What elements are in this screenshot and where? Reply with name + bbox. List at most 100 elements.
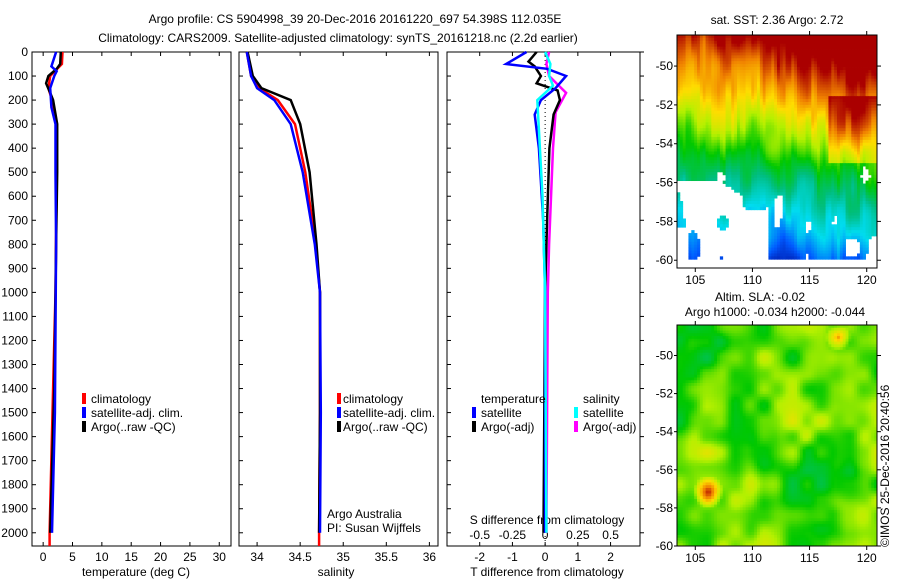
sst-map-cell <box>711 93 715 97</box>
sst-map-cell <box>699 84 704 88</box>
sst-map-cell <box>831 119 835 123</box>
sla-map-cell <box>871 325 875 329</box>
sst-map-cell <box>714 145 718 149</box>
sst-map-cell <box>714 122 718 126</box>
sst-map-cell <box>874 203 878 208</box>
sst-map-cell <box>839 90 844 94</box>
sst-map-cell <box>705 113 709 117</box>
sst-map-cell <box>848 221 852 225</box>
sst-map-cell <box>865 104 869 109</box>
sst-map-cell <box>785 145 789 149</box>
sst-map-cell <box>868 215 872 219</box>
sst-map-cell <box>814 221 818 225</box>
sst-map-cell <box>717 128 721 132</box>
sst-map-cell <box>851 218 855 222</box>
sst-map-cell <box>757 203 761 208</box>
sst-map-cell <box>825 116 829 120</box>
sst-map-cell <box>745 61 749 65</box>
sst-map-cell <box>839 177 844 182</box>
sst-map-cell <box>814 134 818 138</box>
sst-map-cell <box>705 96 709 100</box>
sst-map-cell <box>742 125 746 129</box>
sst-map-cell <box>837 250 841 254</box>
sst-map-cell <box>725 101 729 106</box>
sst-map-cell <box>768 142 772 147</box>
sst-map-cell <box>702 87 706 91</box>
sst-map-cell <box>859 160 864 164</box>
sst-map-cell <box>688 171 692 176</box>
sst-map-cell <box>802 67 806 71</box>
sst-map-cell <box>677 218 681 222</box>
sst-map-cell <box>814 171 818 176</box>
sst-map-cell <box>734 90 738 94</box>
sst-map-cell <box>688 72 692 77</box>
sst-map-cell <box>828 43 832 48</box>
sla-map-cell <box>714 325 718 329</box>
sst-map-cell <box>725 116 729 120</box>
sst-map-cell <box>771 131 775 135</box>
sst-map-cell <box>677 166 681 170</box>
sst-map-cell <box>728 90 732 94</box>
sst-map-cell <box>828 253 832 257</box>
sst-map-cell <box>848 75 852 80</box>
sst-map-cell <box>699 75 704 80</box>
sst-map-cell <box>848 52 852 56</box>
tdiff-argo-line <box>526 51 562 533</box>
sst-map-cell <box>782 163 786 167</box>
sst-map-cell <box>725 174 729 179</box>
sst-map-cell <box>759 168 764 173</box>
sst-map-cell <box>802 90 806 94</box>
sst-map-cell <box>819 247 824 251</box>
sst-map-cell <box>814 244 818 249</box>
sst-map-cell <box>785 218 789 222</box>
sst-map-cell <box>842 52 846 56</box>
sst-map-cell <box>839 198 844 202</box>
sla-map-cell <box>702 330 706 334</box>
sst-map-cell <box>688 78 692 82</box>
sst-map-cell <box>788 72 792 77</box>
sst-map-cell <box>859 227 864 231</box>
sst-map-cell <box>788 253 792 257</box>
sst-map-cell <box>725 40 729 45</box>
sst-map-cell <box>859 230 864 234</box>
sst-map-cell <box>731 61 735 65</box>
sst-map-cell <box>751 35 755 39</box>
sst-map-cell <box>794 212 798 216</box>
sst-map-cell <box>825 139 829 144</box>
sst-map-cell <box>685 166 689 170</box>
sst-map-cell <box>782 250 786 254</box>
sst-map-cell <box>751 69 755 74</box>
sst-map-cell <box>817 93 821 97</box>
sst-map-cell <box>845 84 849 88</box>
sst-map-cell <box>851 154 855 158</box>
sst-map-cell <box>822 55 826 59</box>
sst-map-cell <box>768 154 772 158</box>
sst-map-cell <box>711 107 715 112</box>
sst-map-cell <box>765 67 769 71</box>
depth-tick-label: 200 <box>8 93 28 107</box>
sst-map-cell <box>814 43 818 48</box>
sst-map-cell <box>865 46 869 50</box>
sst-map-cell <box>868 49 872 53</box>
sst-map-cell <box>785 134 789 138</box>
sst-map-cell <box>808 49 812 53</box>
sst-map-cell <box>745 75 749 80</box>
sst-map-cell <box>799 233 804 237</box>
sst-map-cell <box>694 145 698 149</box>
sst-map-cell <box>811 69 815 74</box>
sla-map-cell <box>771 330 775 334</box>
sst-map-cell <box>785 235 789 240</box>
sst-map-cell <box>862 201 866 205</box>
sst-map-cell <box>808 198 812 202</box>
sst-map-cell <box>694 134 698 138</box>
sst-map-cell <box>739 101 744 106</box>
sst-map-cell <box>699 134 704 138</box>
sst-map-cell <box>742 177 746 182</box>
sst-map-cell <box>768 139 772 144</box>
sst-map-cell <box>805 61 809 65</box>
sst-map-cell <box>831 58 835 62</box>
sst-map-cell <box>797 230 801 234</box>
sst-map-cell <box>822 128 826 132</box>
sst-map-cell <box>822 35 826 39</box>
sst-map-cell <box>859 148 864 152</box>
